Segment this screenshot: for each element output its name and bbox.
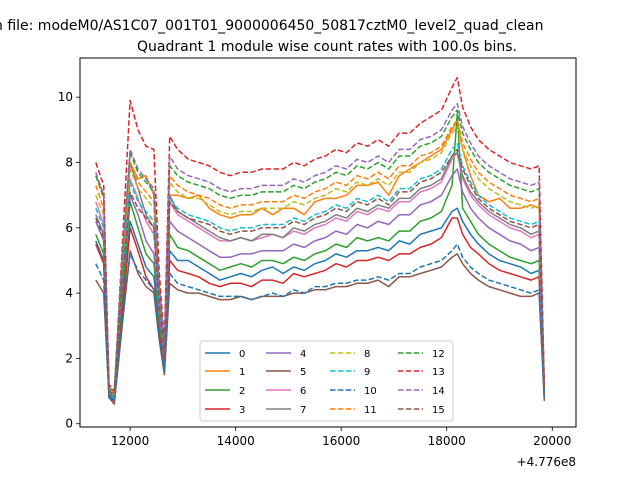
- figure-suptitle: n file: modeM0/AS1C07_001T01_9000006450_…: [0, 18, 543, 34]
- series-line-2: [95, 112, 546, 399]
- legend-label-4: 4: [300, 349, 306, 360]
- series-line-4: [95, 168, 546, 399]
- y-tick-label: 2: [65, 351, 73, 365]
- series-line-15: [95, 148, 546, 396]
- legend-label-12: 12: [432, 349, 445, 360]
- legend-label-6: 6: [300, 386, 306, 397]
- y-tick-label: 6: [65, 221, 73, 235]
- series-line-8: [95, 125, 546, 396]
- series-line-12: [95, 109, 546, 392]
- legend-label-7: 7: [300, 405, 306, 416]
- legend-label-2: 2: [239, 386, 245, 397]
- legend-label-10: 10: [364, 386, 377, 397]
- legend-label-14: 14: [432, 386, 445, 397]
- legend-label-15: 15: [432, 405, 445, 416]
- legend-label-13: 13: [432, 367, 445, 378]
- legend-label-8: 8: [364, 349, 370, 360]
- x-tick-label: 16000: [322, 434, 360, 448]
- series-line-14: [95, 102, 546, 392]
- legend-box: [199, 340, 454, 422]
- series-layer: [95, 76, 546, 405]
- series-line-10: [95, 243, 546, 402]
- legend-label-1: 1: [239, 367, 245, 378]
- series-line-0: [95, 207, 546, 402]
- y-axis: 0 2 4 6 8 10: [58, 90, 80, 431]
- y-tick-label: 4: [65, 286, 73, 300]
- y-tick-label: 10: [58, 90, 73, 104]
- x-axis-offset-label: +4.776e8: [517, 455, 576, 469]
- x-axis: 12000 14000 16000 18000 20000: [111, 427, 571, 448]
- legend-label-0: 0: [239, 349, 245, 360]
- series-line-13: [95, 76, 546, 392]
- legend-label-5: 5: [300, 367, 306, 378]
- axes-title: Quadrant 1 module wise count rates with …: [137, 39, 517, 55]
- series-line-9: [95, 142, 546, 396]
- legend-label-9: 9: [364, 367, 370, 378]
- x-tick-label: 12000: [111, 434, 149, 448]
- x-tick-label: 14000: [217, 434, 255, 448]
- legend-label-3: 3: [239, 405, 245, 416]
- y-tick-label: 8: [65, 155, 73, 169]
- x-tick-label: 20000: [533, 434, 571, 448]
- y-tick-label: 0: [65, 417, 73, 431]
- x-tick-label: 18000: [428, 434, 466, 448]
- legend-label-11: 11: [364, 405, 377, 416]
- axes-frame: [79, 57, 577, 428]
